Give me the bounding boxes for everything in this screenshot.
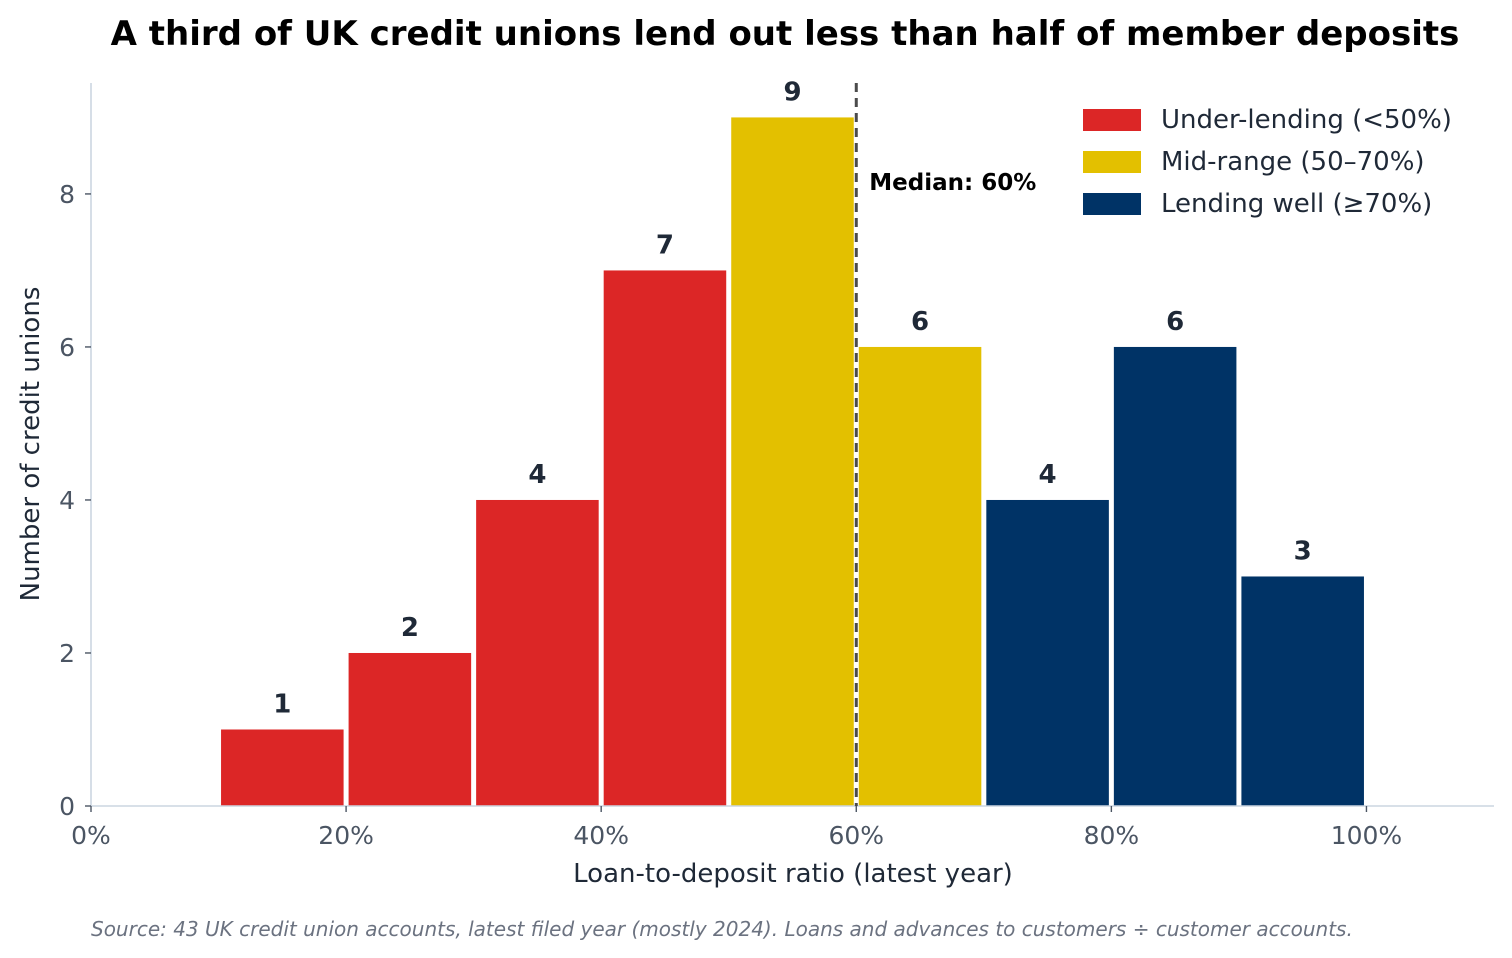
bar-value-label-7: 4 xyxy=(1039,460,1057,490)
legend-label-under: Under-lending (<50%) xyxy=(1161,105,1452,135)
median-label: Median: 60% xyxy=(869,170,1036,196)
legend-label-mid: Mid-range (50–70%) xyxy=(1161,147,1425,177)
histogram-bar-6 xyxy=(858,346,982,806)
legend-swatch-well xyxy=(1083,193,1141,215)
legend-swatch-under xyxy=(1083,109,1141,131)
y-tick-label: 2 xyxy=(59,639,75,668)
x-tick-label: 60% xyxy=(828,821,884,850)
y-tick-label: 0 xyxy=(59,792,75,821)
histogram-bar-5 xyxy=(731,117,854,806)
bar-value-label-8: 6 xyxy=(1166,307,1184,337)
source-note: Source: 43 UK credit union accounts, lat… xyxy=(91,917,1353,941)
histogram-bar-3 xyxy=(476,499,599,806)
x-tick-label: 0% xyxy=(71,821,111,850)
x-axis-label: Loan-to-deposit ratio (latest year) xyxy=(573,859,1013,889)
histogram-bar-9 xyxy=(1241,576,1364,806)
histogram-bar-8 xyxy=(1113,346,1237,806)
y-tick-label: 6 xyxy=(59,333,75,362)
x-tick-label: 20% xyxy=(318,821,374,850)
x-tick-label: 80% xyxy=(1084,821,1140,850)
histogram-bar-2 xyxy=(348,652,472,806)
histogram-bar-7 xyxy=(986,499,1109,806)
bar-value-label-6: 6 xyxy=(911,307,929,337)
bar-value-label-5: 9 xyxy=(783,77,801,107)
bar-value-label-2: 2 xyxy=(401,613,419,643)
bar-value-label-3: 4 xyxy=(528,460,546,490)
y-tick-label: 8 xyxy=(59,180,75,209)
legend: Under-lending (<50%) Mid-range (50–70%) Le… xyxy=(1083,105,1452,219)
bar-value-label-9: 3 xyxy=(1294,536,1312,566)
x-tick-label: 40% xyxy=(573,821,629,850)
y-axis-label: Number of credit unions xyxy=(16,287,46,602)
x-tick-label: 100% xyxy=(1331,821,1402,850)
y-tick-label: 4 xyxy=(59,486,75,515)
histogram-bar-4 xyxy=(603,270,727,806)
legend-swatch-mid xyxy=(1083,151,1141,173)
histogram-bar-1 xyxy=(221,729,344,806)
legend-label-well: Lending well (≥70%) xyxy=(1161,189,1432,219)
bar-value-label-1: 1 xyxy=(273,689,291,719)
chart-title: A third of UK credit unions lend out les… xyxy=(111,14,1460,54)
bar-value-label-4: 7 xyxy=(656,230,674,260)
